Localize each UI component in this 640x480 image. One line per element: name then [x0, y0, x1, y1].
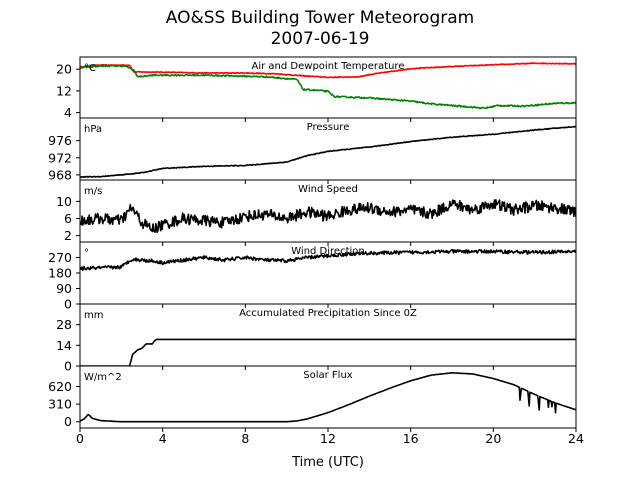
x-tick-label-0: 0	[76, 431, 84, 446]
figure-title-line1: AO&SS Building Tower Meteorogram	[166, 8, 474, 28]
unit-label-wind: m/s	[84, 186, 102, 197]
y-tick-label-solar-310: 310	[48, 397, 72, 412]
x-tick-label-8: 8	[241, 431, 249, 446]
panel-title-solar: Solar Flux	[303, 370, 353, 381]
series-line-temp-0	[80, 62, 576, 79]
y-tick-label-precip-28: 28	[56, 317, 72, 332]
series-line-pres-0	[80, 125, 576, 179]
y-tick-label-temp-12: 12	[56, 83, 72, 98]
y-tick-label-dir-90: 90	[56, 281, 72, 296]
x-axis-label: Time (UTC)	[291, 455, 364, 470]
panel-solar: 0 310 620 W/m^2 Solar Flux	[48, 365, 577, 432]
x-tick-label-4: 4	[159, 431, 167, 446]
y-tick-label-temp-4: 4	[64, 105, 72, 120]
y-tick-label-dir-180: 180	[48, 266, 72, 281]
x-tick-label-20: 20	[485, 431, 501, 446]
series-line-dir-0	[80, 249, 576, 272]
unit-label-pres: hPa	[84, 124, 102, 135]
y-tick-label-precip-0: 0	[64, 359, 72, 374]
panel-temp: 4 12 20 °C Air and Dewpoint Temperature	[56, 56, 577, 122]
panel-pres: 968 972 976 hPa Pressure	[48, 117, 577, 184]
y-tick-label-solar-620: 620	[48, 379, 72, 394]
unit-label-temp: °C	[84, 63, 96, 74]
figure-title-line2: 2007-06-19	[271, 29, 370, 49]
y-tick-label-wind-6: 6	[64, 211, 72, 226]
unit-label-dir: °	[84, 248, 89, 259]
y-tick-label-wind-10: 10	[56, 194, 72, 209]
unit-label-solar: W/m^2	[84, 372, 122, 383]
series-line-temp-1	[80, 64, 576, 110]
panel-title-wind: Wind Speed	[298, 184, 358, 195]
y-tick-label-pres-972: 972	[48, 150, 72, 165]
series-line-precip-0	[80, 338, 576, 366]
panel-precip: 0 14 28 mm Accumulated Precipitation Since 0…	[56, 303, 577, 374]
y-tick-label-dir-270: 270	[48, 250, 72, 265]
panel-title-precip: Accumulated Precipitation Since 0Z	[239, 308, 417, 319]
x-tick-label-24: 24	[568, 431, 584, 446]
x-axis: 0 4 8 12 16 20 24	[76, 431, 584, 446]
y-tick-label-temp-20: 20	[56, 62, 72, 77]
series-line-wind-0	[80, 199, 576, 233]
y-tick-label-pres-976: 976	[48, 133, 72, 148]
y-tick-label-solar-0: 0	[64, 414, 72, 429]
y-tick-label-precip-14: 14	[56, 338, 72, 353]
panel-title-dir: Wind Direction	[291, 246, 365, 257]
x-tick-label-12: 12	[320, 431, 336, 446]
panel-title-temp: Air and Dewpoint Temperature	[252, 61, 405, 72]
series-line-solar-0	[80, 371, 576, 423]
y-tick-label-pres-968: 968	[48, 167, 72, 182]
x-tick-label-16: 16	[403, 431, 419, 446]
panel-title-pres: Pressure	[307, 122, 350, 133]
panel-wind: 2 6 10 m/s Wind Speed	[56, 179, 577, 246]
y-tick-label-wind-2: 2	[64, 228, 72, 243]
unit-label-precip: mm	[84, 310, 103, 321]
y-tick-label-dir-0: 0	[64, 297, 72, 312]
